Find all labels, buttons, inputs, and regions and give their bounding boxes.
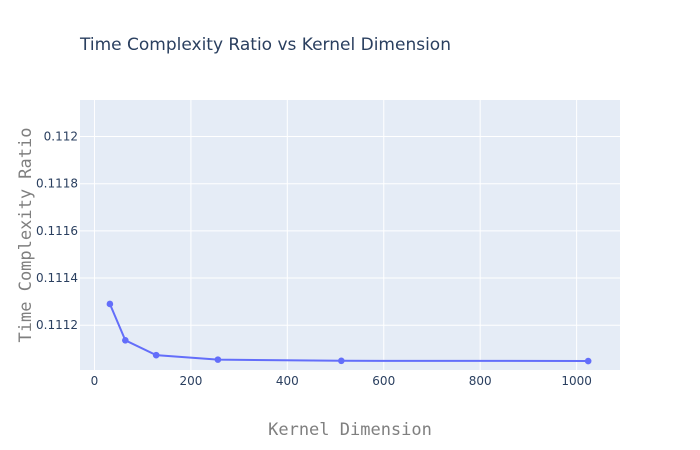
y-tick-label: 0.1114 [36, 271, 78, 285]
x-axis-ticks: 0 200 400 600 800 1000 [91, 374, 592, 388]
gridlines [80, 100, 620, 370]
y-tick-label: 0.112 [44, 130, 78, 144]
x-tick-label: 800 [469, 374, 492, 388]
data-point [584, 357, 592, 365]
data-point [338, 357, 345, 365]
y-tick-label: 0.1112 [36, 318, 78, 332]
y-axis-ticks: 0.1112 0.1114 0.1116 0.1118 0.112 [36, 130, 78, 333]
data-point [122, 336, 129, 344]
data-point [106, 300, 114, 308]
x-tick-label: 600 [372, 374, 395, 388]
series-line [108, 303, 589, 362]
plot-area [80, 100, 620, 370]
x-axis-title: Kernel Dimension [268, 420, 432, 440]
x-tick-label: 400 [276, 374, 299, 388]
y-axis-title: Time Complexity Ratio [16, 128, 36, 343]
x-tick-label: 1000 [561, 374, 592, 388]
x-tick-label: 200 [179, 374, 202, 388]
data-points [106, 300, 592, 365]
chart-title: Time Complexity Ratio vs Kernel Dimensio… [79, 35, 451, 55]
y-tick-label: 0.1116 [36, 224, 78, 238]
data-point [152, 351, 160, 359]
x-tick-label: 0 [91, 374, 99, 388]
data-point [214, 356, 222, 363]
y-tick-label: 0.1118 [36, 177, 78, 191]
